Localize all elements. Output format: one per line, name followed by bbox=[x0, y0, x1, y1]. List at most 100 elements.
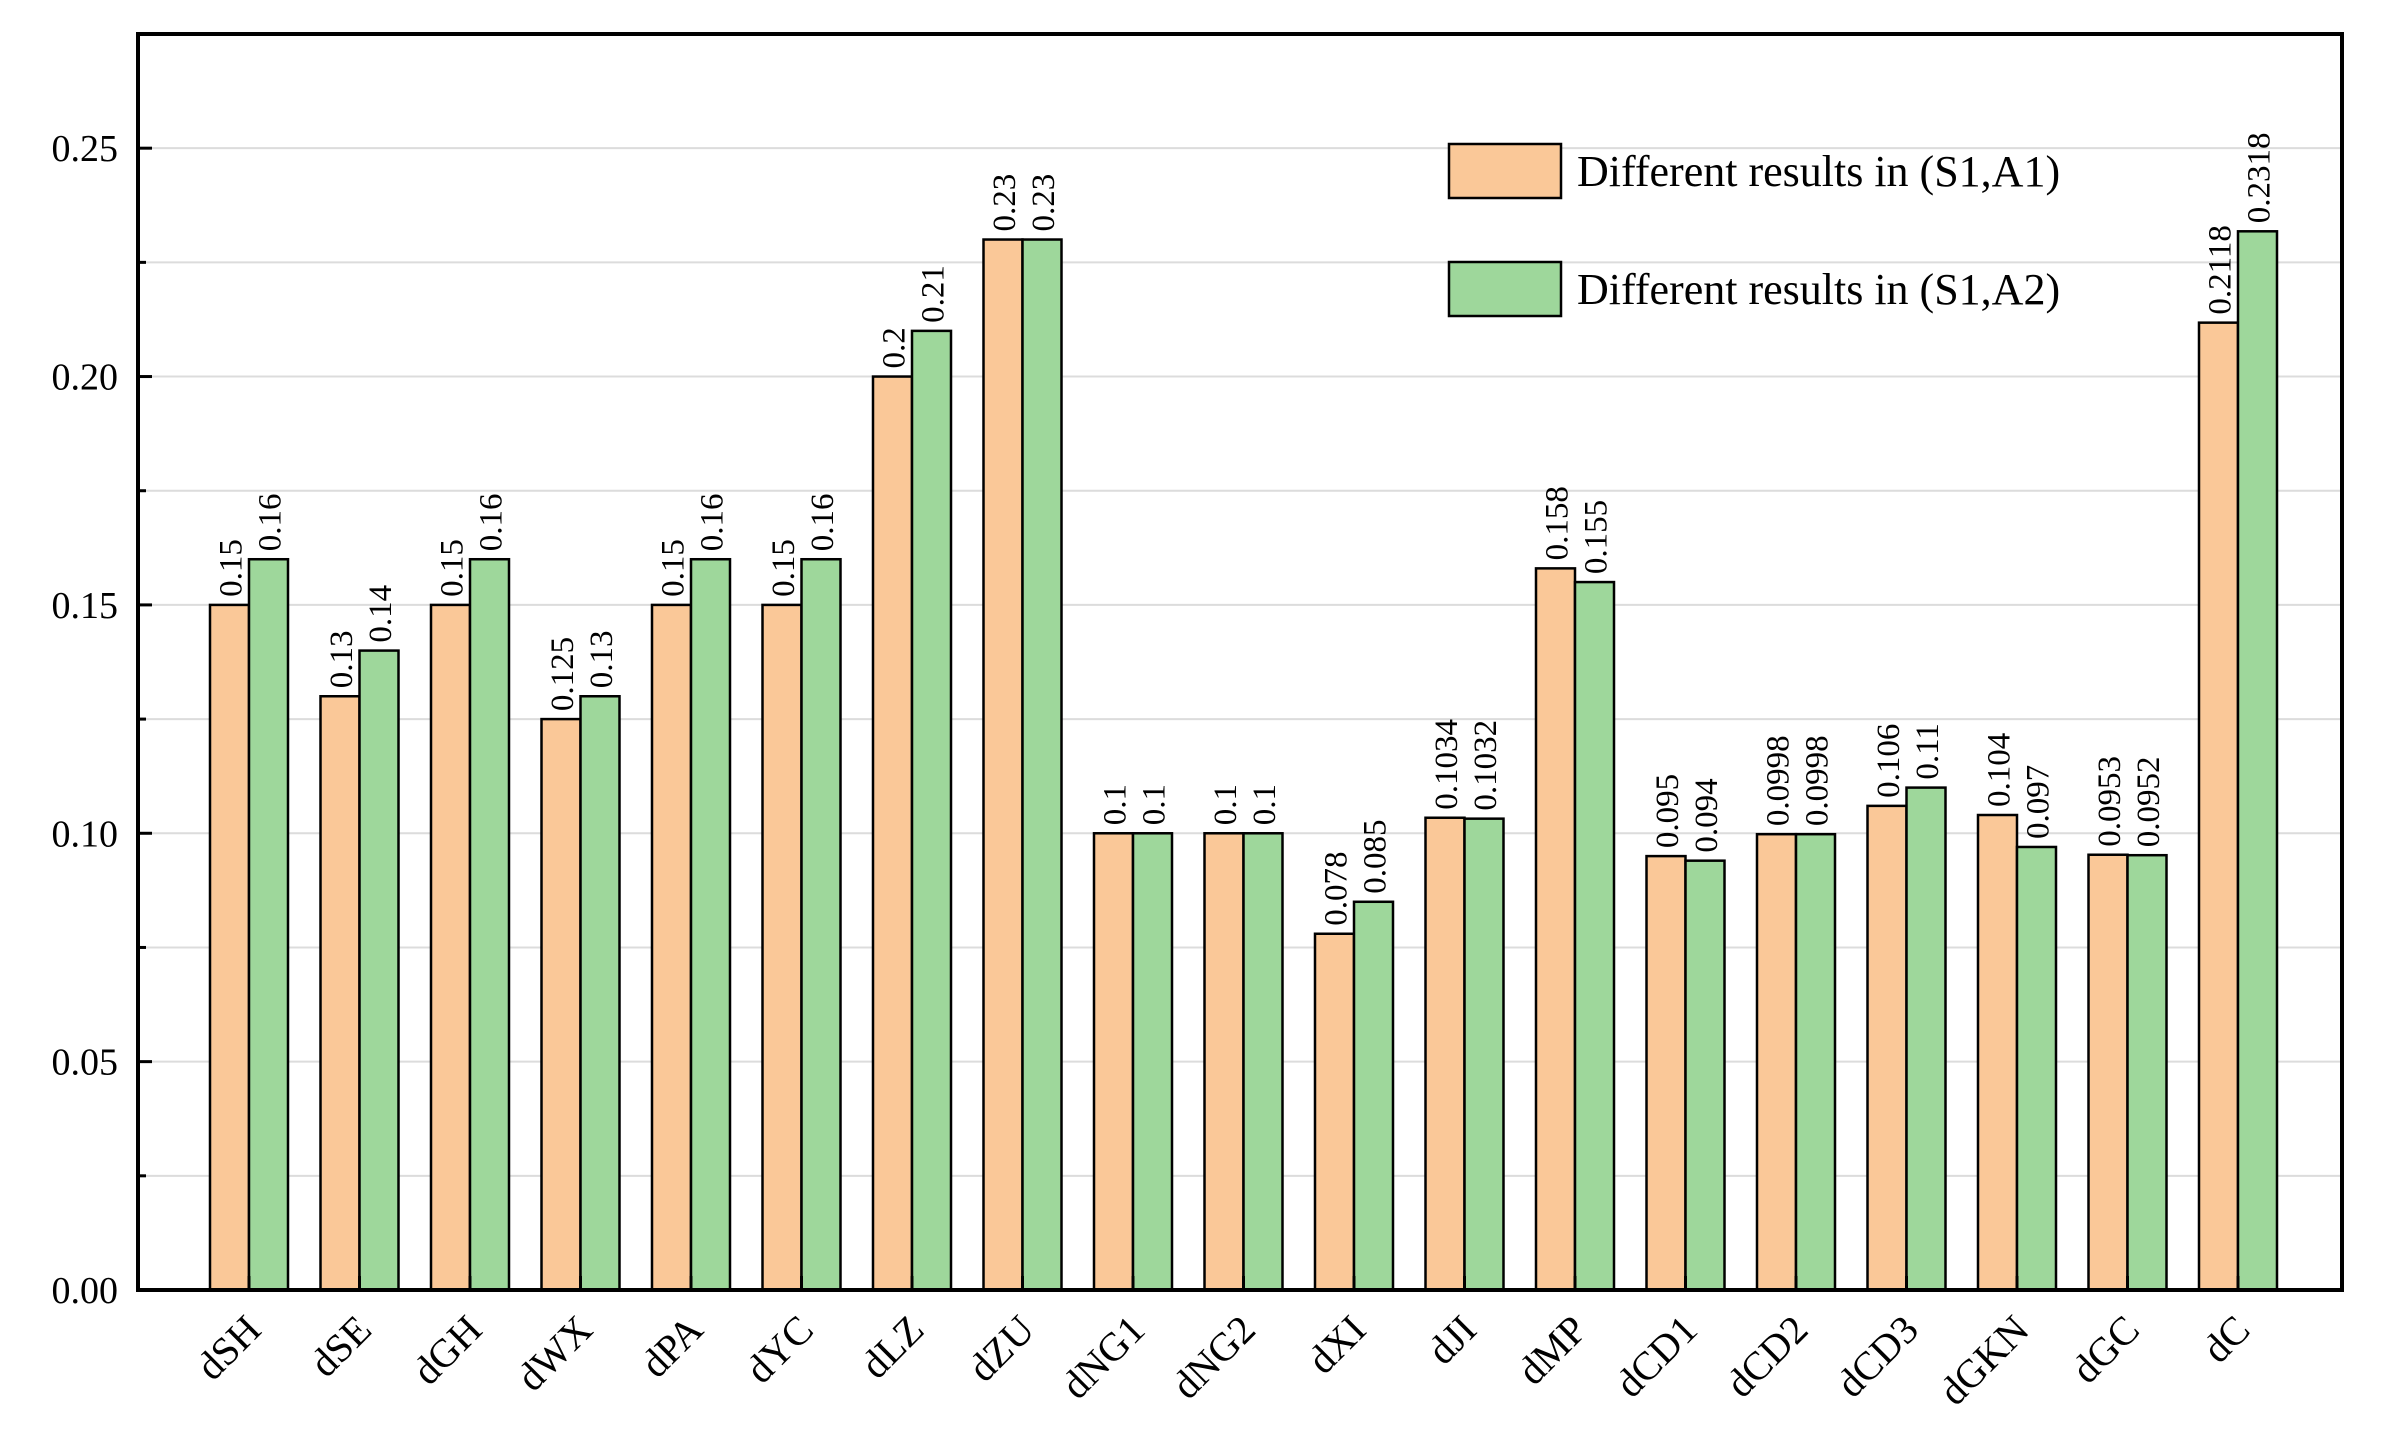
data-label-dGH-series-2: 0.16 bbox=[474, 493, 510, 551]
data-label-dGKN-series-2: 0.097 bbox=[2021, 765, 2057, 839]
x-category-label: dXI bbox=[1299, 1307, 1375, 1383]
bar-dC-series-2 bbox=[2236, 230, 2279, 1292]
y-tick-label: 0.15 bbox=[52, 585, 119, 627]
axis-ticks bbox=[138, 146, 2240, 1290]
legend-swatch-series-1 bbox=[1447, 142, 1563, 200]
x-category-label: dZU bbox=[959, 1306, 1043, 1390]
data-label-dGH-series-1: 0.15 bbox=[435, 539, 471, 597]
bar-dGKN-series-2 bbox=[2015, 845, 2058, 1292]
data-label-dWX-series-2: 0.13 bbox=[584, 631, 620, 689]
bar-dSH-series-1 bbox=[208, 603, 251, 1292]
bar-dNG2-series-1 bbox=[1203, 832, 1245, 1292]
bars bbox=[208, 230, 2279, 1292]
x-category-label: dJI bbox=[1418, 1307, 1484, 1373]
x-category-label: dNG2 bbox=[1163, 1307, 1264, 1408]
data-label-dJI-series-2: 0.1032 bbox=[1468, 720, 1504, 811]
data-label-dPA-series-2: 0.16 bbox=[695, 493, 731, 551]
x-category-label: dCD1 bbox=[1606, 1307, 1705, 1406]
bar-dWX-series-2 bbox=[579, 695, 621, 1292]
x-category-label: dCD3 bbox=[1827, 1307, 1926, 1406]
bar-dXI-series-1 bbox=[1313, 932, 1356, 1292]
data-label-dGC-series-2: 0.0952 bbox=[2131, 756, 2167, 847]
data-label-dCD1-series-1: 0.095 bbox=[1650, 774, 1686, 848]
x-category-label: dC bbox=[2194, 1307, 2259, 1372]
data-label-dYC-series-1: 0.15 bbox=[766, 539, 802, 597]
bar-dNG1-series-2 bbox=[1131, 832, 1174, 1292]
x-category-label: dGKN bbox=[1930, 1307, 2037, 1414]
bar-dNG1-series-1 bbox=[1092, 832, 1135, 1292]
bar-dGKN-series-1 bbox=[1976, 813, 2019, 1292]
y-tick-label: 0.05 bbox=[52, 1042, 119, 1084]
bar-dXI-series-2 bbox=[1352, 900, 1395, 1292]
data-label-dGKN-series-1: 0.104 bbox=[1982, 733, 2018, 807]
x-category-label: dLZ bbox=[852, 1307, 933, 1388]
bar-dCD1-series-2 bbox=[1684, 859, 1726, 1292]
bar-dYC-series-2 bbox=[800, 557, 842, 1292]
bar-dGH-series-2 bbox=[468, 557, 511, 1292]
data-label-dCD2-series-2: 0.0998 bbox=[1800, 735, 1836, 826]
data-label-dNG2-series-2: 0.1 bbox=[1247, 784, 1283, 825]
data-label-dNG1-series-1: 0.1 bbox=[1098, 784, 1134, 825]
bar-dJI-series-1 bbox=[1424, 816, 1466, 1292]
x-category-label: dSE bbox=[301, 1307, 380, 1386]
data-label-dXI-series-2: 0.085 bbox=[1358, 820, 1394, 894]
data-label-dMP-series-2: 0.155 bbox=[1579, 500, 1615, 574]
x-category-label: dWX bbox=[508, 1306, 601, 1399]
bar-dGC-series-1 bbox=[2087, 853, 2129, 1292]
data-label-dZU-series-2: 0.23 bbox=[1026, 174, 1062, 232]
data-label-dSE-series-2: 0.14 bbox=[363, 585, 399, 643]
data-label-dPA-series-1: 0.15 bbox=[656, 539, 692, 597]
bar-dSH-series-2 bbox=[247, 557, 290, 1292]
data-label-dXI-series-1: 0.078 bbox=[1319, 852, 1355, 926]
data-label-dLZ-series-2: 0.21 bbox=[916, 265, 952, 323]
bar-dCD1-series-1 bbox=[1645, 854, 1687, 1292]
data-label-dNG2-series-1: 0.1 bbox=[1208, 784, 1244, 825]
bar-dCD3-series-1 bbox=[1866, 804, 1908, 1292]
bar-dC-series-1 bbox=[2197, 321, 2240, 1292]
bar-dCD2-series-2 bbox=[1794, 832, 1837, 1292]
data-label-dSH-series-1: 0.15 bbox=[214, 539, 250, 597]
y-tick-label: 0.00 bbox=[52, 1270, 119, 1312]
data-label-dC-series-2: 0.2318 bbox=[2242, 133, 2278, 224]
x-category-label: dSH bbox=[187, 1307, 269, 1389]
data-label-dLZ-series-1: 0.2 bbox=[877, 327, 913, 368]
data-label-dGC-series-1: 0.0953 bbox=[2092, 756, 2128, 847]
x-category-label: dGH bbox=[404, 1307, 491, 1394]
data-label-dCD3-series-2: 0.11 bbox=[1910, 723, 1946, 780]
x-category-label: dYC bbox=[737, 1307, 822, 1392]
x-axis-category-labels: dSH dSE dGH dWX dPA dYC dLZ dZU dNG1 dNG2 dXI dJI dM… bbox=[187, 1306, 2258, 1413]
data-label-dCD1-series-2: 0.094 bbox=[1689, 778, 1725, 852]
bar-dZU-series-2 bbox=[1021, 238, 1063, 1292]
data-label-dCD3-series-1: 0.106 bbox=[1871, 724, 1907, 798]
plot-frame bbox=[136, 32, 2344, 1292]
bar-dWX-series-1 bbox=[540, 717, 582, 1292]
legend-label-series-1: Different results in (S1,A1) bbox=[1577, 147, 2060, 196]
data-label-dNG1-series-2: 0.1 bbox=[1137, 784, 1173, 825]
data-label-dMP-series-1: 0.158 bbox=[1540, 486, 1576, 560]
data-labels: 0.150.160.130.140.150.160.125 0.130.150.1… bbox=[214, 133, 2278, 926]
bar-dPA-series-2 bbox=[689, 557, 732, 1292]
bar-dNG2-series-2 bbox=[1242, 832, 1284, 1292]
data-label-dJI-series-1: 0.1034 bbox=[1429, 719, 1465, 810]
y-axis-tick-labels: 0.00 0.05 0.10 0.15 0.20 0.25 bbox=[52, 128, 119, 1312]
bar-dLZ-series-2 bbox=[910, 329, 953, 1292]
y-tick-label: 0.10 bbox=[52, 813, 119, 855]
data-label-dSE-series-1: 0.13 bbox=[324, 631, 360, 689]
x-category-label: dMP bbox=[1509, 1307, 1596, 1394]
bar-dJI-series-2 bbox=[1463, 817, 1505, 1292]
data-label-dCD2-series-1: 0.0998 bbox=[1761, 735, 1797, 826]
bar-dPA-series-1 bbox=[650, 603, 693, 1292]
data-label-dZU-series-1: 0.23 bbox=[987, 174, 1023, 232]
legend: Different results in (S1,A1) Different r… bbox=[1447, 142, 2060, 318]
bar-dSE-series-2 bbox=[358, 649, 400, 1292]
y-tick-label: 0.20 bbox=[52, 357, 119, 399]
x-category-label: dCD2 bbox=[1717, 1307, 1816, 1406]
x-category-label: dNG1 bbox=[1052, 1307, 1153, 1408]
legend-label-series-2: Different results in (S1,A2) bbox=[1577, 265, 2060, 314]
y-tick-label: 0.25 bbox=[52, 128, 119, 170]
bar-dCD3-series-2 bbox=[1905, 786, 1947, 1292]
data-label-dC-series-1: 0.2118 bbox=[2203, 225, 2239, 315]
data-label-dSH-series-2: 0.16 bbox=[253, 493, 289, 551]
bar-dYC-series-1 bbox=[761, 603, 803, 1292]
